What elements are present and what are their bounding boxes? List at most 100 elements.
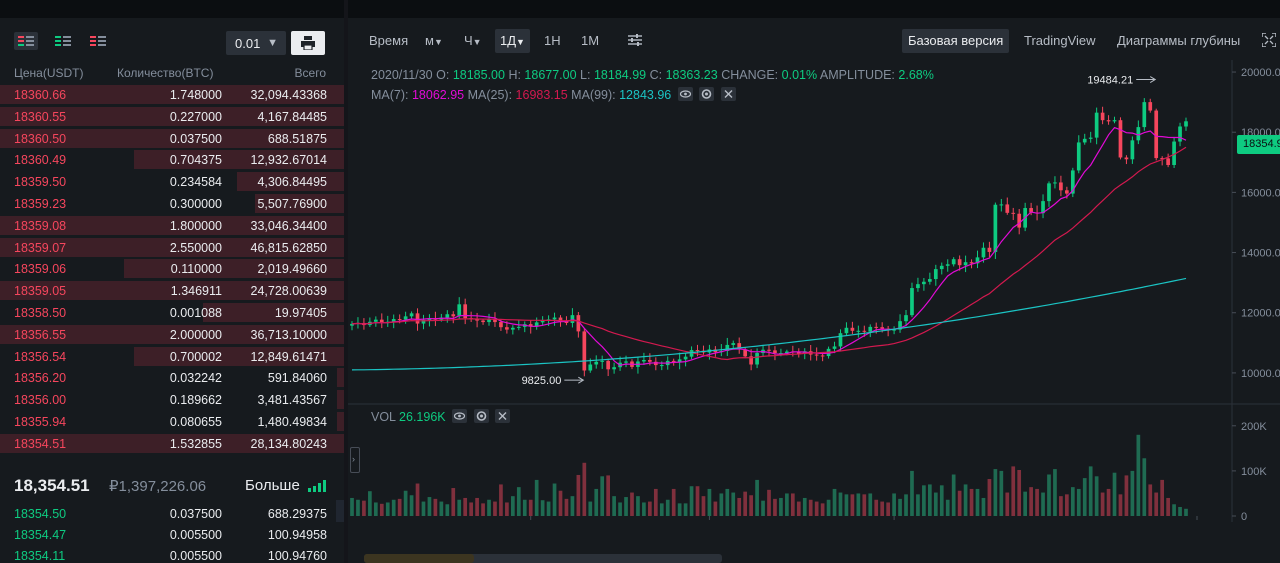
- asks-only-view-icon[interactable]: [86, 32, 110, 50]
- volume-bar: [1124, 475, 1129, 516]
- ask-row[interactable]: 18356.00 0.189662 3,481.43567: [0, 389, 344, 411]
- volume-bar: [790, 493, 795, 516]
- volume-bar: [987, 479, 992, 516]
- volume-bar: [713, 501, 718, 516]
- max-arrow-head: [1149, 76, 1157, 83]
- ask-row[interactable]: 18356.54 0.700002 12,849.61471: [0, 346, 344, 368]
- ask-row[interactable]: 18359.50 0.234584 4,306.84495: [0, 171, 344, 193]
- ask-row[interactable]: 18359.05 1.346911 24,728.00639: [0, 280, 344, 302]
- both-sides-view-icon[interactable]: [14, 32, 38, 50]
- ask-row[interactable]: 18360.50 0.037500 688.51875: [0, 128, 344, 150]
- more-link[interactable]: Больше: [245, 477, 300, 494]
- interval-minutes[interactable]: м▼: [425, 33, 443, 48]
- ask-row[interactable]: 18356.55 2.000000 36,713.10000: [0, 324, 344, 346]
- bid-row[interactable]: 18354.47 0.005500 100.94958: [0, 524, 344, 546]
- volume-bar: [1178, 506, 1182, 516]
- ask-quantity: 0.110000: [170, 262, 222, 277]
- ask-row[interactable]: 18360.66 1.748000 32,094.43368: [0, 84, 344, 106]
- volume-bar: [409, 495, 414, 516]
- ask-row[interactable]: 18360.55 0.227000 4,167.84485: [0, 106, 344, 128]
- view-tradingview[interactable]: TradingView: [1024, 33, 1096, 48]
- view-basic[interactable]: Базовая версия: [902, 29, 1010, 53]
- ask-row[interactable]: 18359.23 0.300000 5,507.76900: [0, 193, 344, 215]
- close-icon[interactable]: [720, 87, 736, 101]
- interval-1d[interactable]: 1Д▼: [495, 29, 530, 53]
- candle-body: [528, 324, 533, 327]
- bid-row[interactable]: 18354.50 0.037500 688.29375: [0, 503, 344, 525]
- interval-time[interactable]: Время: [369, 33, 409, 48]
- ma7-value: 18062.95: [411, 88, 465, 102]
- min-price-label: 9825.00: [522, 375, 562, 387]
- ask-quantity: 0.080655: [169, 415, 222, 429]
- volume-bar: [838, 492, 843, 516]
- eye-icon[interactable]: [677, 87, 693, 101]
- candle-body: [558, 317, 563, 322]
- ask-total: 688.51875: [267, 131, 327, 146]
- volume-bar: [1088, 466, 1093, 516]
- candle-body: [1065, 190, 1069, 194]
- ask-quantity: 0.300000: [169, 197, 222, 211]
- ask-row[interactable]: 18356.20 0.032242 591.84060: [0, 367, 344, 389]
- candle-body: [892, 329, 896, 331]
- eye-icon[interactable]: [452, 409, 468, 423]
- order-book-scrollbar[interactable]: [336, 500, 344, 522]
- candle-body: [927, 279, 932, 282]
- candle-body: [1094, 112, 1099, 138]
- candle-body: [1166, 158, 1170, 166]
- ask-price: 18356.20: [14, 371, 67, 386]
- candle-body: [1082, 138, 1087, 143]
- ask-row[interactable]: 18360.49 0.704375 12,932.67014: [0, 149, 344, 171]
- volume-bar: [522, 499, 527, 516]
- ask-row[interactable]: 18355.94 0.080655 1,480.49834: [0, 411, 344, 433]
- volume-bar: [558, 490, 563, 516]
- candle-body: [1059, 182, 1063, 191]
- candle-body: [731, 343, 736, 345]
- volume-bar: [457, 499, 462, 516]
- ask-row[interactable]: 18359.07 2.550000 46,815.62850: [0, 237, 344, 259]
- ask-row[interactable]: 18354.51 1.532855 28,134.80243: [0, 433, 344, 455]
- volume-bar: [808, 499, 813, 516]
- volume-bar: [350, 497, 354, 516]
- chart-expand-toggle[interactable]: ›: [350, 447, 360, 473]
- bid-row[interactable]: 18354.11 0.005500 100.94760: [0, 545, 344, 563]
- interval-hours[interactable]: Ч▼: [464, 33, 482, 48]
- ask-total: 1,480.49834: [257, 415, 327, 429]
- view-depth-chart[interactable]: Диаграммы глубины: [1117, 33, 1241, 48]
- last-price-row: 18,354.51 ₽1,397,226.06 Больше: [0, 470, 344, 500]
- volume-bar: [820, 503, 825, 516]
- candle-body: [689, 350, 694, 357]
- candle-body: [499, 322, 503, 328]
- volume-bar: [665, 499, 670, 516]
- ask-row[interactable]: 18359.06 0.110000 2,019.49660: [0, 258, 344, 280]
- print-button[interactable]: [291, 31, 325, 55]
- ask-row[interactable]: 18359.08 1.800000 33,046.34400: [0, 215, 344, 237]
- indicator-settings-button[interactable]: [622, 29, 648, 53]
- volume-bar: [362, 500, 366, 516]
- volume-bar: [1017, 469, 1022, 516]
- precision-select[interactable]: 0.01 ▼: [226, 31, 286, 55]
- price-tick-label: 16000.00: [1241, 187, 1280, 199]
- ohlc-amplitude: 2.68%: [898, 68, 934, 82]
- fullscreen-icon[interactable]: [1262, 33, 1276, 47]
- ask-row[interactable]: 18358.50 0.001088 19.97405: [0, 302, 344, 324]
- interval-1w[interactable]: 1Н: [544, 33, 561, 48]
- order-book-header: Цена(USDT) Количество(BTC) Всего: [0, 62, 344, 84]
- close-icon[interactable]: [495, 409, 511, 423]
- depth-bar: [0, 324, 344, 344]
- volume-bar: [677, 503, 682, 516]
- bids-only-view-icon[interactable]: [51, 32, 75, 50]
- volume-bar: [671, 488, 676, 516]
- chart-scrollbar-thumb[interactable]: [364, 554, 474, 563]
- candle-body: [648, 359, 652, 362]
- settings-icon[interactable]: [699, 87, 715, 101]
- chart-annotations: 19484.21 9825.00: [522, 75, 1157, 387]
- volume-bar: [880, 501, 885, 516]
- bid-price: 18354.50: [14, 507, 67, 521]
- chart-scrollbar[interactable]: [364, 554, 722, 563]
- price-column-header: Цена(USDT): [14, 66, 84, 80]
- interval-1m[interactable]: 1М: [581, 33, 600, 48]
- volume-bar: [1047, 474, 1051, 516]
- volume-bar: [1070, 487, 1075, 516]
- volume-bar: [385, 502, 390, 516]
- settings-icon[interactable]: [473, 409, 489, 423]
